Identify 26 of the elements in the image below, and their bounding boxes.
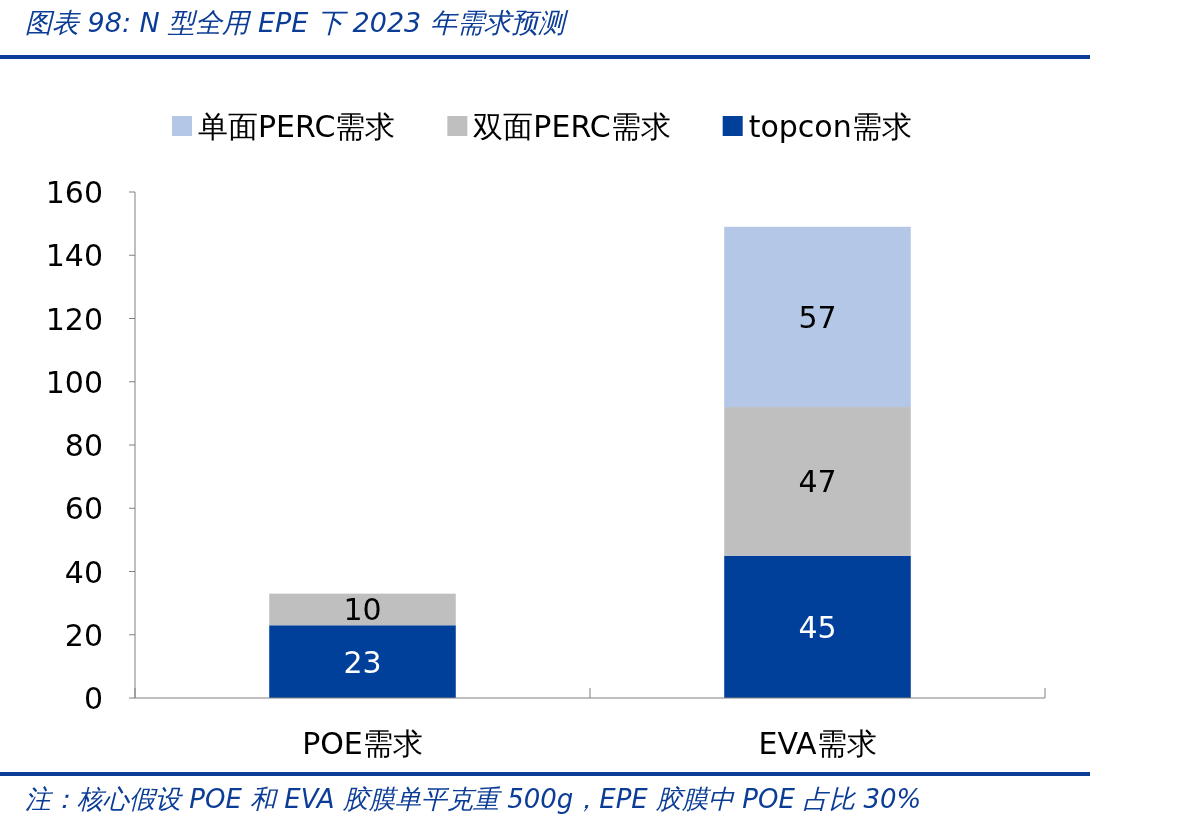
y-tick-label: 60 bbox=[64, 491, 103, 527]
data-label: 45 bbox=[798, 609, 837, 645]
data-label: 47 bbox=[798, 464, 837, 500]
legend-label: 单面PERC需求 bbox=[198, 109, 396, 144]
y-tick-label: 0 bbox=[83, 681, 103, 716]
x-tick-label: EVA需求 bbox=[758, 726, 877, 761]
y-tick-label: 20 bbox=[64, 617, 103, 653]
x-tick-label: POE需求 bbox=[302, 726, 423, 761]
text: 注：核心假设 POE 和 EVA 胶膜单平克重 500g，EPE 胶膜中 POE 占比 30% bbox=[25, 784, 922, 814]
legend-label: topcon需求 bbox=[748, 109, 912, 144]
y-tick-label: 160 bbox=[45, 175, 103, 210]
legend-label: 双面PERC需求 bbox=[473, 109, 671, 144]
bar bbox=[724, 407, 911, 556]
data-label: 23 bbox=[343, 644, 382, 680]
y-tick-label: 120 bbox=[45, 301, 103, 337]
y-tick-label: 80 bbox=[64, 428, 103, 463]
data-label: 10 bbox=[343, 592, 382, 628]
y-tick-label: 40 bbox=[64, 554, 103, 590]
bar bbox=[724, 226, 911, 408]
bar bbox=[269, 625, 456, 698]
chart-title: 图表 98: N 型全用 EPE 下 2023 年需求预测 bbox=[25, 7, 569, 38]
bar bbox=[724, 555, 911, 698]
data-label: 57 bbox=[798, 299, 837, 335]
y-tick-label: 140 bbox=[45, 238, 103, 274]
y-tick-label: 100 bbox=[45, 364, 103, 400]
bar bbox=[269, 593, 456, 626]
